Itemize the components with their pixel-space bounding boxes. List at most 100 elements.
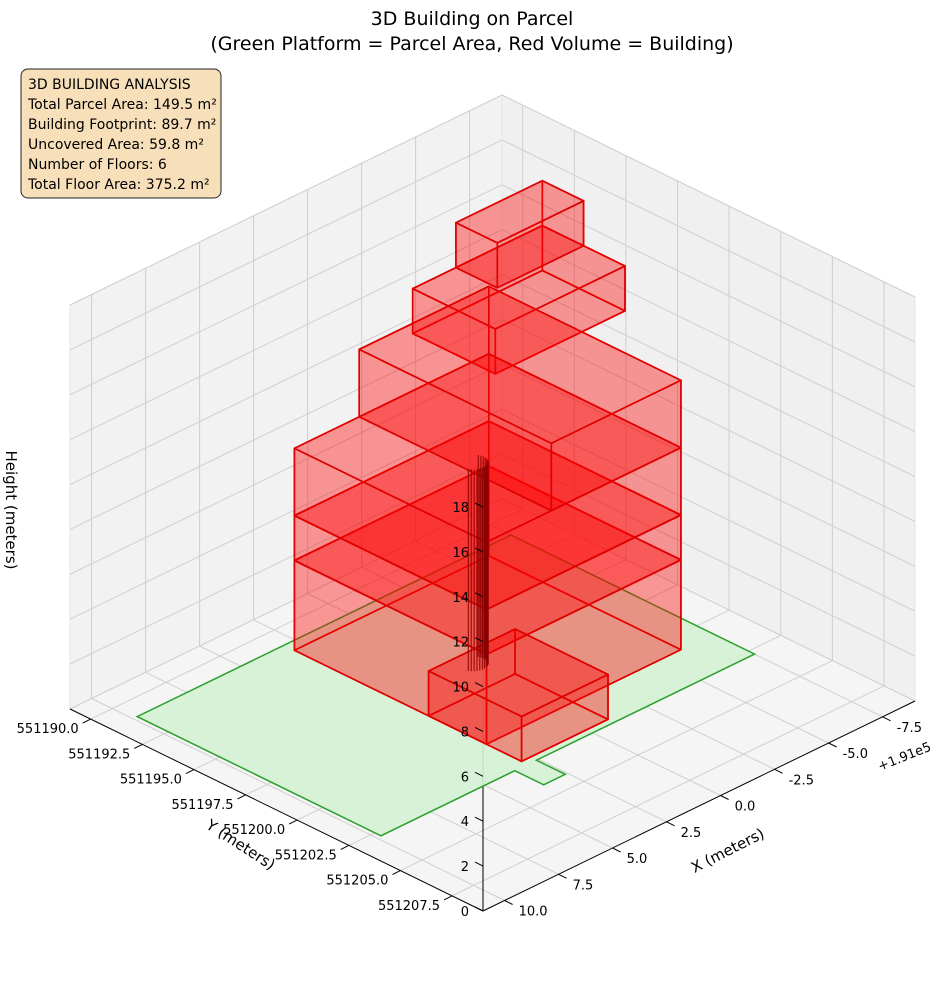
z-tick-mark xyxy=(474,502,484,508)
grid-line-x-floor xyxy=(91,698,505,901)
building-block xyxy=(293,352,682,611)
x-tick-label: -5.0 xyxy=(843,747,868,762)
z-tick-label: 4 xyxy=(461,815,469,830)
y-tick-label: 551190.0 xyxy=(17,722,79,737)
x-tick-label: 10.0 xyxy=(519,905,548,920)
z-tick-label: 16 xyxy=(452,546,469,561)
y-tick-mark xyxy=(392,870,401,876)
grid-line-z-left xyxy=(69,229,503,441)
z-tick-mark xyxy=(474,682,484,688)
z-tick-label: 0 xyxy=(461,905,469,920)
z-tick-mark xyxy=(474,771,484,777)
building-face xyxy=(455,179,585,244)
z-tick-mark xyxy=(474,726,484,732)
z-axis-label: Height (meters) xyxy=(2,451,20,570)
x-tick-mark xyxy=(612,847,621,853)
x-tick-mark xyxy=(720,795,729,800)
tick-labels: -7.5 -5.0 -2.5 0.0 2.5 5.0 7.5 10.0 551190.0 5511… xyxy=(17,501,922,920)
z-tick-mark xyxy=(474,816,484,822)
z-tick-label: 8 xyxy=(461,725,469,740)
y-tick-mark xyxy=(82,718,91,724)
grid-line-z-right xyxy=(501,318,916,522)
info-line-uncovered: Uncovered Area: 59.8 m² xyxy=(28,137,204,153)
y-tick-label: 551205.0 xyxy=(326,874,388,889)
chart-title-line1: 3D Building on Parcel xyxy=(371,8,574,30)
grid-line-z-right xyxy=(501,408,916,612)
chart-title-line2: (Green Platform = Parcel Area, Red Volum… xyxy=(210,33,733,55)
grid-line-z-right xyxy=(501,139,916,343)
x-tick-label: 2.5 xyxy=(681,826,702,841)
x-tick-mark xyxy=(504,900,513,905)
building-block xyxy=(358,285,682,512)
grid-line-z-right xyxy=(501,94,916,298)
building-layer xyxy=(293,179,682,763)
info-box: 3D BUILDING ANALYSIS Total Parcel Area: … xyxy=(20,68,222,199)
grid-line-z-left xyxy=(69,94,503,306)
info-box-background xyxy=(20,68,222,199)
x-tick-mark xyxy=(882,716,891,722)
x-tick-label: 0.0 xyxy=(735,800,756,815)
grid-line-z-right xyxy=(501,498,916,702)
building-face xyxy=(427,628,609,718)
y-axis-line xyxy=(69,708,484,912)
y-tick-label: 551207.5 xyxy=(378,899,440,914)
building-block xyxy=(455,179,585,289)
z-tick-label: 10 xyxy=(452,681,469,696)
y-tick-label: 551200.0 xyxy=(223,823,285,838)
z-tick-mark xyxy=(474,547,484,553)
grid-line-z-right xyxy=(501,229,916,433)
z-tick-label: 2 xyxy=(461,860,469,875)
grid-line-z-right xyxy=(501,363,916,567)
grid-line-y-floor xyxy=(90,508,523,720)
x-offset-label: +1.91e5 xyxy=(876,740,934,775)
x-tick-label: -7.5 xyxy=(897,721,922,736)
z-tick-mark xyxy=(474,861,484,867)
z-tick-mark xyxy=(474,906,484,912)
x-tick-mark xyxy=(558,873,567,879)
y-tick-mark xyxy=(340,844,350,850)
grid-line-y-floor xyxy=(400,660,833,872)
building-block xyxy=(427,628,609,763)
info-line-parcel-area: Total Parcel Area: 149.5 m² xyxy=(27,97,217,113)
z-tick-label: 6 xyxy=(461,770,469,785)
grid-line-z-right xyxy=(501,274,916,478)
x-tick-mark xyxy=(666,821,675,827)
grid-line-y-floor xyxy=(451,685,885,897)
building-column xyxy=(467,455,489,672)
x-tick-label: 5.0 xyxy=(627,852,648,867)
grid-line-z-left xyxy=(69,139,503,351)
grid-line-z-left xyxy=(69,363,503,575)
grid-line-z-right xyxy=(501,184,916,388)
grid-line-z-left xyxy=(69,184,503,396)
z-tick-label: 18 xyxy=(452,501,469,516)
z-tick-label: 12 xyxy=(452,636,469,651)
y-tick-mark xyxy=(443,895,453,901)
y-tick-mark xyxy=(237,794,246,800)
grid-line-z-left xyxy=(69,408,503,620)
grid-line-z-left xyxy=(69,274,503,486)
y-tick-label: 551202.5 xyxy=(275,848,337,863)
grid-line-z-right xyxy=(501,453,916,657)
x-tick-mark xyxy=(828,742,837,748)
x-axis-line xyxy=(482,700,916,912)
info-line-floor-area: Total Floor Area: 375.2 m² xyxy=(27,177,210,193)
x-tick-label: -2.5 xyxy=(789,773,814,788)
grid-line-z-left xyxy=(69,498,503,710)
y-tick-label: 551197.5 xyxy=(171,798,233,813)
y-tick-mark xyxy=(134,743,143,749)
info-line-floors: Number of Floors: 6 xyxy=(28,157,167,173)
z-tick-mark xyxy=(474,637,484,643)
y-tick-label: 551195.0 xyxy=(120,773,182,788)
x-tick-label: 7.5 xyxy=(573,878,594,893)
x-tick-mark xyxy=(774,768,783,774)
z-tick-label: 14 xyxy=(452,591,469,606)
z-tick-mark xyxy=(474,592,484,598)
y-tick-label: 551192.5 xyxy=(68,747,130,762)
y-tick-mark xyxy=(288,819,298,825)
grid-line-z-left xyxy=(69,318,503,530)
info-line-footprint: Building Footprint: 89.7 m² xyxy=(28,117,216,133)
y-tick-mark xyxy=(185,769,195,775)
info-box-heading: 3D BUILDING ANALYSIS xyxy=(28,77,191,93)
grid-line-z-left xyxy=(69,453,503,665)
